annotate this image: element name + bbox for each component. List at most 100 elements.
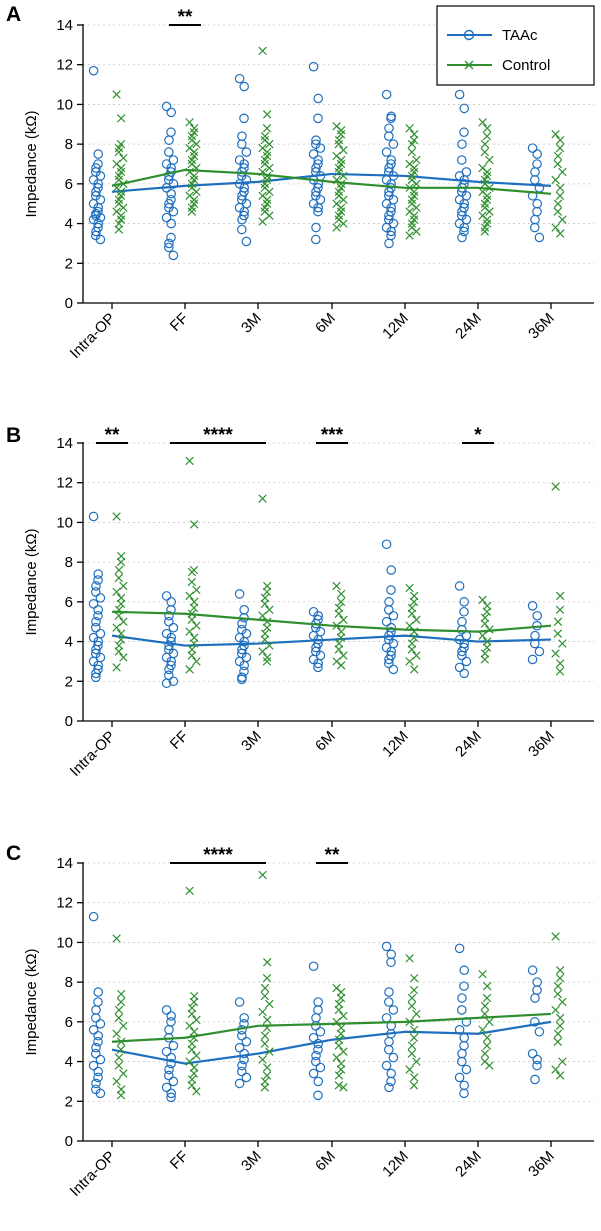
taac-point <box>311 1013 321 1023</box>
legend-taac-marker <box>463 29 475 41</box>
legend-box <box>436 5 595 86</box>
control-point <box>265 1047 274 1056</box>
taac-point <box>527 654 538 665</box>
control-point <box>551 175 560 185</box>
taac-point <box>527 1048 538 1059</box>
control-point <box>189 195 199 204</box>
control-point <box>553 1037 563 1046</box>
taac-point <box>93 987 103 997</box>
control-point <box>482 191 492 200</box>
taac-point <box>532 610 542 621</box>
control-point <box>482 195 492 204</box>
series-taac <box>88 61 552 261</box>
control-point <box>485 1061 494 1070</box>
control-point <box>192 1087 201 1096</box>
control-point <box>409 973 419 983</box>
y-tick-label: 8 <box>65 554 73 571</box>
control-point <box>405 954 414 963</box>
taac-point <box>381 1060 392 1071</box>
taac-mean-line <box>111 1020 552 1065</box>
control-point <box>551 482 560 491</box>
taac-point <box>527 965 538 976</box>
taac-point <box>93 1072 103 1083</box>
panel-letter: B <box>6 424 21 447</box>
control-point <box>260 155 270 165</box>
control-point <box>412 1009 421 1019</box>
control-point <box>112 90 121 99</box>
control-point <box>112 663 121 672</box>
control-point <box>114 565 124 575</box>
control-point <box>116 114 126 123</box>
control-point <box>185 591 194 601</box>
x-tick-label: 3M <box>238 728 265 755</box>
control-point <box>482 171 492 181</box>
control-point <box>189 171 199 181</box>
taac-point <box>384 1082 394 1093</box>
taac-point <box>234 1042 245 1053</box>
control-point <box>334 139 344 149</box>
taac-point <box>164 1064 174 1075</box>
taac-point <box>168 1076 179 1087</box>
x-tick-label: 36M <box>525 728 558 761</box>
y-tick-label: 4 <box>65 634 73 651</box>
control-point <box>112 1077 121 1086</box>
taac-point <box>457 1048 467 1059</box>
control-point <box>482 981 492 991</box>
taac-point <box>91 226 101 237</box>
control-point <box>116 191 126 200</box>
control-point <box>116 211 126 220</box>
control-point <box>262 657 272 666</box>
x-tick-label: 3M <box>238 1148 265 1175</box>
significance-stars: ** <box>325 845 340 866</box>
control-point <box>262 973 272 983</box>
control-point <box>258 647 267 656</box>
control-point <box>339 195 348 204</box>
taac-point <box>313 1044 323 1055</box>
panel-c: C 0 2 4 6 8 10 12 14 Intra-OP FF 3M 6M 12M 24M 36M Imped… <box>6 842 594 1200</box>
taac-point <box>161 1046 172 1057</box>
taac-point <box>161 678 172 689</box>
control-point <box>262 1071 272 1080</box>
control-point <box>260 131 270 141</box>
control-point <box>480 1001 490 1011</box>
control-point <box>551 223 560 232</box>
control-point <box>551 932 560 941</box>
control-point <box>339 171 348 181</box>
taac-point <box>454 581 465 591</box>
taac-point <box>91 1078 101 1089</box>
control-point <box>334 1041 344 1050</box>
taac-point <box>459 668 469 679</box>
panel-letter: C <box>6 842 21 865</box>
y-tick-label: 4 <box>65 216 73 233</box>
legend-control-marker <box>464 60 474 70</box>
taac-point <box>168 250 179 261</box>
taac-point <box>166 1058 176 1069</box>
taac-point <box>308 61 319 72</box>
control-point <box>260 599 270 609</box>
control-point <box>262 653 272 662</box>
taac-point <box>530 1074 540 1085</box>
control-point <box>482 1033 492 1042</box>
control-point <box>336 207 346 216</box>
control-point <box>116 599 126 609</box>
control-point <box>336 633 346 642</box>
taac-point <box>237 131 247 141</box>
taac-point <box>311 187 321 197</box>
taac-point <box>532 1054 542 1065</box>
y-tick-label: 6 <box>65 176 73 193</box>
control-point <box>405 583 414 593</box>
legend-item-taac: TAAc <box>447 27 538 44</box>
taac-point <box>91 1042 101 1053</box>
taac-point <box>386 949 396 960</box>
taac-point <box>93 1030 103 1041</box>
control-point <box>555 973 565 983</box>
taac-point <box>315 1026 326 1037</box>
control-point <box>114 1005 124 1015</box>
y-axis-label: Impedance (kΩ) <box>23 528 40 635</box>
control-point <box>119 581 128 591</box>
control-point <box>553 151 563 161</box>
control-point <box>482 993 492 1003</box>
y-tick-label: 12 <box>56 895 73 912</box>
taac-point <box>88 1060 99 1071</box>
control-point <box>555 191 565 200</box>
